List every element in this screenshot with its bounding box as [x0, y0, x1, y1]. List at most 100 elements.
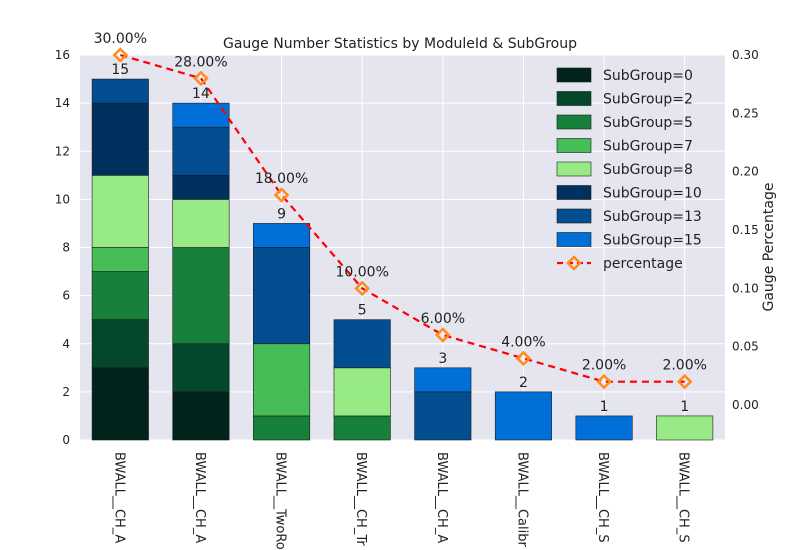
bar-segment: [172, 199, 230, 248]
bar-total-label: 3: [438, 351, 447, 367]
legend-swatch: [556, 208, 592, 224]
x-tick-label: BWALL__Calibr: [514, 452, 529, 547]
legend-swatch: [556, 67, 592, 83]
bar-segment: [656, 415, 714, 441]
legend-swatch: [556, 138, 592, 153]
y2-axis-label: Gauge Percentage: [761, 182, 777, 311]
percentage-label: 18.00%: [255, 171, 308, 187]
legend-label: SubGroup=2: [603, 92, 693, 108]
bar-segment: [494, 391, 552, 441]
bar-segment: [172, 343, 230, 393]
bar-segment: [333, 367, 391, 417]
bar-segment: [91, 78, 149, 104]
x-tick-label: BWALL__CH_A: [434, 452, 449, 543]
bar-total-label: 5: [358, 303, 367, 319]
percentage-label: 30.00%: [94, 31, 147, 47]
y-tick-label: 4: [62, 337, 70, 351]
percentage-label: 4.00%: [501, 334, 545, 350]
bar-segment: [91, 102, 149, 176]
percentage-marker: [676, 373, 693, 390]
bar-segment: [172, 247, 230, 345]
percentage-label: 10.00%: [335, 264, 388, 280]
bar-segment: [91, 319, 149, 369]
legend-swatch: [556, 232, 592, 247]
x-tick-label: BWALL__CH_S: [595, 452, 610, 543]
bar-total-label: 15: [111, 62, 129, 78]
percentage-label: 2.00%: [662, 358, 706, 374]
bar-segment: [414, 391, 472, 441]
y-tick-label: 6: [62, 289, 70, 303]
legend-label: SubGroup=8: [603, 162, 693, 178]
legend-swatch: [556, 185, 592, 200]
legend-swatch: [556, 91, 592, 106]
y-tick-label: 14: [55, 96, 70, 110]
legend: SubGroup=0 SubGroup=2 SubGroup=5 SubGroup=7…: [556, 67, 702, 272]
legend-label: SubGroup=5: [603, 115, 693, 131]
bar-total-label: 2: [519, 375, 528, 391]
y-tick-label: 10: [55, 192, 70, 206]
percentage-marker: [193, 70, 209, 87]
legend-label: SubGroup=13: [603, 209, 702, 225]
y2-tick-label: 0.10: [732, 281, 759, 295]
y-tick-label: 16: [55, 48, 70, 62]
percentage-marker: [596, 373, 612, 390]
bar-segment: [172, 175, 230, 200]
x-tick-label: BWALL__TwoRo: [273, 452, 288, 550]
bar-total-label: 14: [192, 86, 210, 102]
x-tick-label: BWALL__CH_S: [676, 452, 691, 543]
legend-label: percentage: [603, 256, 683, 272]
percentage-marker: [435, 327, 451, 343]
bar-segment: [91, 175, 149, 248]
percentage-marker: [273, 187, 290, 203]
bar-segment: [91, 247, 149, 272]
bar-segment: [91, 271, 149, 320]
bar-total-label: 9: [277, 206, 286, 222]
bar-segment: [253, 415, 311, 441]
legend-swatch: [556, 161, 592, 177]
percentage-label: 2.00%: [582, 358, 626, 374]
bar-segment: [253, 343, 311, 417]
y-tick-label: 0: [62, 433, 70, 447]
y2-tick-label: 0.20: [732, 165, 759, 179]
bar-total-label: 1: [600, 399, 609, 415]
percentage-marker: [515, 350, 532, 367]
bar-segment: [333, 415, 391, 441]
y2-tick-label: 0.15: [732, 223, 759, 237]
stacked-bars: [91, 78, 714, 441]
percentage-label: 6.00%: [421, 311, 465, 327]
legend-marker-swatch: [566, 255, 582, 271]
y2-tick-label: 0.05: [732, 340, 759, 354]
bar-segment: [414, 367, 472, 393]
percentage-label: 28.00%: [174, 54, 227, 70]
legend-label: SubGroup=7: [603, 139, 693, 155]
x-tick-label: BWALL__CH_Tr: [353, 452, 368, 546]
bar-segment: [91, 367, 149, 441]
y-tick-label: 12: [55, 144, 70, 158]
x-tick-label: BWALL__CH_A: [111, 452, 126, 543]
legend-label: SubGroup=10: [603, 186, 702, 202]
bar-segment: [253, 247, 311, 345]
chart-title: Gauge Number Statistics by ModuleId & Su…: [223, 36, 577, 52]
bar-segment: [172, 391, 230, 441]
x-tick-label: BWALL__CH_A: [192, 452, 207, 543]
data-labels: 15 14 9 5 3 2 1 1 30.00% 28.00% 18.00% 10.00% 6.00% 4…: [94, 31, 707, 415]
percentage-line: [112, 47, 693, 390]
bar-segment: [333, 319, 391, 369]
legend-label: SubGroup=15: [603, 233, 702, 249]
y-tick-label: 8: [62, 241, 70, 255]
y2-tick-label: 0.00: [732, 398, 759, 412]
y2-tick-label: 0.25: [732, 106, 759, 120]
legend-label: SubGroup=0: [603, 68, 693, 84]
axes: 02468101214160.000.050.100.150.200.250.3…: [55, 48, 759, 550]
y-tick-label: 2: [62, 385, 70, 399]
bar-total-label: 1: [680, 399, 689, 415]
percentage-marker: [354, 280, 370, 297]
bar-segment: [253, 223, 311, 248]
legend-swatch: [556, 114, 592, 130]
y2-tick-label: 0.30: [732, 48, 759, 62]
bar-segment: [172, 126, 230, 176]
bar-segment: [575, 415, 633, 441]
percentage-marker: [112, 47, 129, 63]
bar-segment: [172, 102, 230, 128]
